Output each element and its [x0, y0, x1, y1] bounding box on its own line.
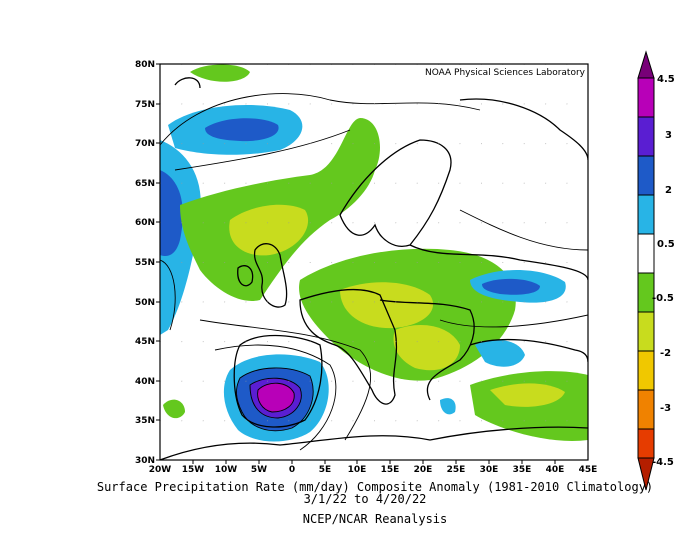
- colorbar-label-0-5: 0.5: [657, 239, 675, 250]
- map-panel: [160, 64, 588, 460]
- lon-axis: 20W 15W 10W 5W 0 5E 10E 15E 20E 25E 30E …: [149, 465, 598, 475]
- lab-label: NOAA Physical Sciences Laboratory: [425, 68, 586, 78]
- lat-label-50n: 50N: [135, 298, 155, 308]
- lat-axis: 80N 75N 70N 65N 60N 55N 50N 45N 40N 35N …: [135, 60, 155, 466]
- lon-label-10e: 10E: [348, 465, 367, 475]
- lat-label-45n: 45N: [135, 337, 155, 347]
- caption-source: NCEP/NCAR Reanalysis: [302, 512, 448, 526]
- lon-label-30e: 30E: [480, 465, 499, 475]
- colorbar-seg-10: [637, 428, 655, 459]
- lat-label-35n: 35N: [135, 416, 155, 426]
- colorbar-label-2: 2: [665, 185, 672, 196]
- lat-label-60n: 60N: [135, 218, 155, 228]
- lat-label-65n: 65N: [135, 179, 155, 189]
- colorbar-seg-3: [637, 155, 655, 196]
- lon-label-35e: 35E: [513, 465, 532, 475]
- colorbar-seg-4: [637, 194, 655, 235]
- lab-label-box: [405, 66, 586, 78]
- colorbar-seg-7: [637, 311, 655, 352]
- colorbar-label-neg-3: -3: [660, 403, 671, 414]
- lon-ticks: [192, 460, 556, 464]
- colorbar-label-neg-0-5: -0.5: [652, 293, 674, 304]
- colorbar-seg-8: [637, 350, 655, 391]
- colorbar-label-neg-4-5: -4.5: [652, 457, 674, 468]
- lon-label-5e: 5E: [319, 465, 331, 475]
- lon-label-10w: 10W: [215, 465, 238, 475]
- lon-label-15w: 15W: [182, 465, 205, 475]
- colorbar-label-4-5: 4.5: [657, 74, 675, 85]
- colorbar-bottom-arrow: [637, 457, 655, 491]
- colorbar-seg-9: [637, 389, 655, 430]
- lat-label-30n: 30N: [135, 456, 155, 466]
- colorbar-seg-5: [637, 233, 655, 274]
- lon-label-25e: 25E: [447, 465, 466, 475]
- lat-label-70n: 70N: [135, 139, 155, 149]
- lon-label-20w: 20W: [149, 465, 172, 475]
- colorbar-label-neg-2: -2: [660, 348, 671, 359]
- lon-label-40e: 40E: [546, 465, 565, 475]
- lat-label-75n: 75N: [135, 100, 155, 110]
- lat-ticks: [156, 63, 160, 461]
- colorbar-top-arrow: [637, 50, 655, 79]
- lon-label-0: 0: [289, 465, 295, 475]
- caption-date-range: 3/1/22 to 4/20/22: [303, 492, 427, 506]
- colorbar: [637, 50, 655, 491]
- caption-title: Surface Precipitation Rate (mm/day) Comp…: [96, 480, 654, 494]
- lon-label-5w: 5W: [251, 465, 267, 475]
- colorbar-label-3: 3: [665, 130, 672, 141]
- colorbar-labels: 4.5 3 2 0.5 -0.5 -2 -3 -4.5: [652, 74, 675, 468]
- colorbar-seg-2: [637, 116, 655, 157]
- lat-label-55n: 55N: [135, 258, 155, 268]
- lat-label-80n: 80N: [135, 60, 155, 70]
- lat-label-40n: 40N: [135, 377, 155, 387]
- lon-label-15e: 15E: [381, 465, 400, 475]
- colorbar-seg-1: [637, 77, 655, 118]
- lon-label-45e: 45E: [579, 465, 598, 475]
- lon-label-20e: 20E: [414, 465, 433, 475]
